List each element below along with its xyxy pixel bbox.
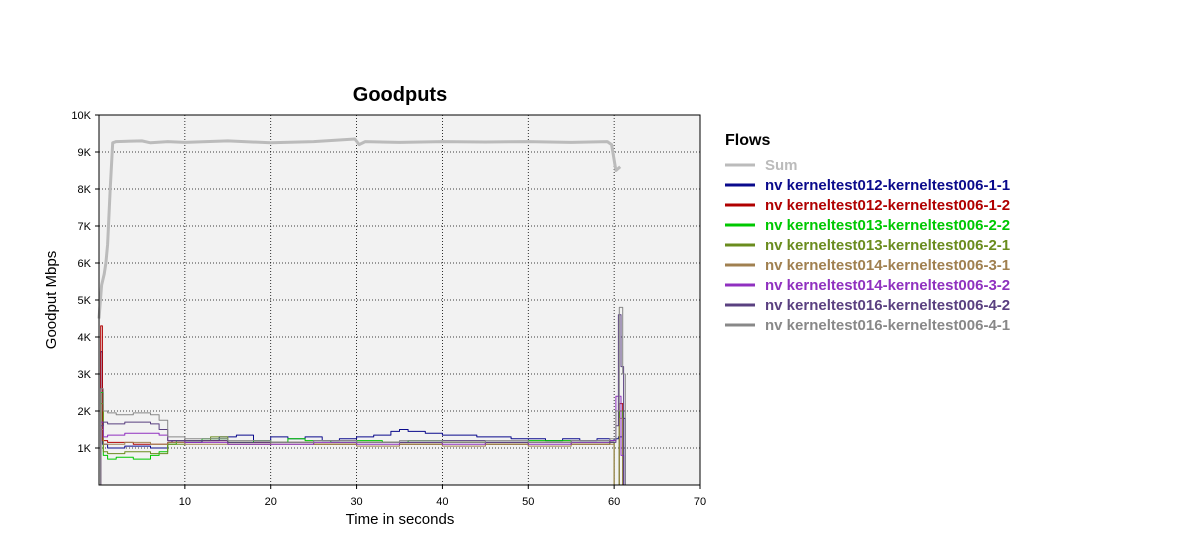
x-axis-title: Time in seconds xyxy=(346,511,455,528)
series-lines xyxy=(97,137,626,486)
y-tick-label: 4K xyxy=(78,332,92,344)
y-axis-title: Goodput Mbps xyxy=(43,251,60,349)
y-tick-label: 2K xyxy=(78,406,92,418)
x-tick-label: 40 xyxy=(436,496,448,508)
legend-label-7: nv kerneltest016-kerneltest006-4-2 xyxy=(765,297,1010,314)
legend-label-6: nv kerneltest014-kerneltest006-3-2 xyxy=(765,277,1010,294)
legend-label-5: nv kerneltest014-kerneltest006-3-1 xyxy=(765,257,1010,274)
legend-label-4: nv kerneltest013-kerneltest006-2-1 xyxy=(765,237,1010,254)
y-tick-label: 1K xyxy=(78,443,92,455)
y-tick-label: 6K xyxy=(78,258,92,270)
legend-label-3: nv kerneltest013-kerneltest006-2-2 xyxy=(765,217,1010,234)
series-line-0 xyxy=(97,137,622,319)
legend-title: Flows xyxy=(725,132,770,149)
x-tick-label: 20 xyxy=(265,496,277,508)
y-tick-label: 5K xyxy=(78,295,92,307)
legend-label-2: nv kerneltest012-kerneltest006-1-2 xyxy=(765,197,1010,214)
x-axis-ticks: 10 20 30 40 50 60 70 xyxy=(179,485,706,508)
y-tick-label: 9K xyxy=(78,147,92,159)
legend-label-8: nv kerneltest016-kerneltest006-4-1 xyxy=(765,317,1010,334)
legend-label-0: Sum xyxy=(765,157,798,174)
y-tick-label: 8K xyxy=(78,184,92,196)
x-tick-label: 10 xyxy=(179,496,191,508)
y-tick-label: 10K xyxy=(71,110,91,122)
y-tick-label: 3K xyxy=(78,369,92,381)
x-tick-label: 70 xyxy=(694,496,706,508)
legend: Flows Sum nv kerneltest012-kerneltest006-… xyxy=(725,132,1010,334)
series-line-5 xyxy=(99,417,624,486)
y-axis-ticks: 1K 2K 3K 4K 5K 6K 7K 8K 9K 10K xyxy=(71,110,99,455)
x-tick-label: 50 xyxy=(522,496,534,508)
series-line-8 xyxy=(99,306,626,486)
x-tick-label: 30 xyxy=(350,496,362,508)
x-tick-label: 60 xyxy=(608,496,620,508)
legend-label-1: nv kerneltest012-kerneltest006-1-1 xyxy=(765,177,1010,194)
y-tick-label: 7K xyxy=(78,221,92,233)
chart-title: Goodputs xyxy=(353,84,447,106)
